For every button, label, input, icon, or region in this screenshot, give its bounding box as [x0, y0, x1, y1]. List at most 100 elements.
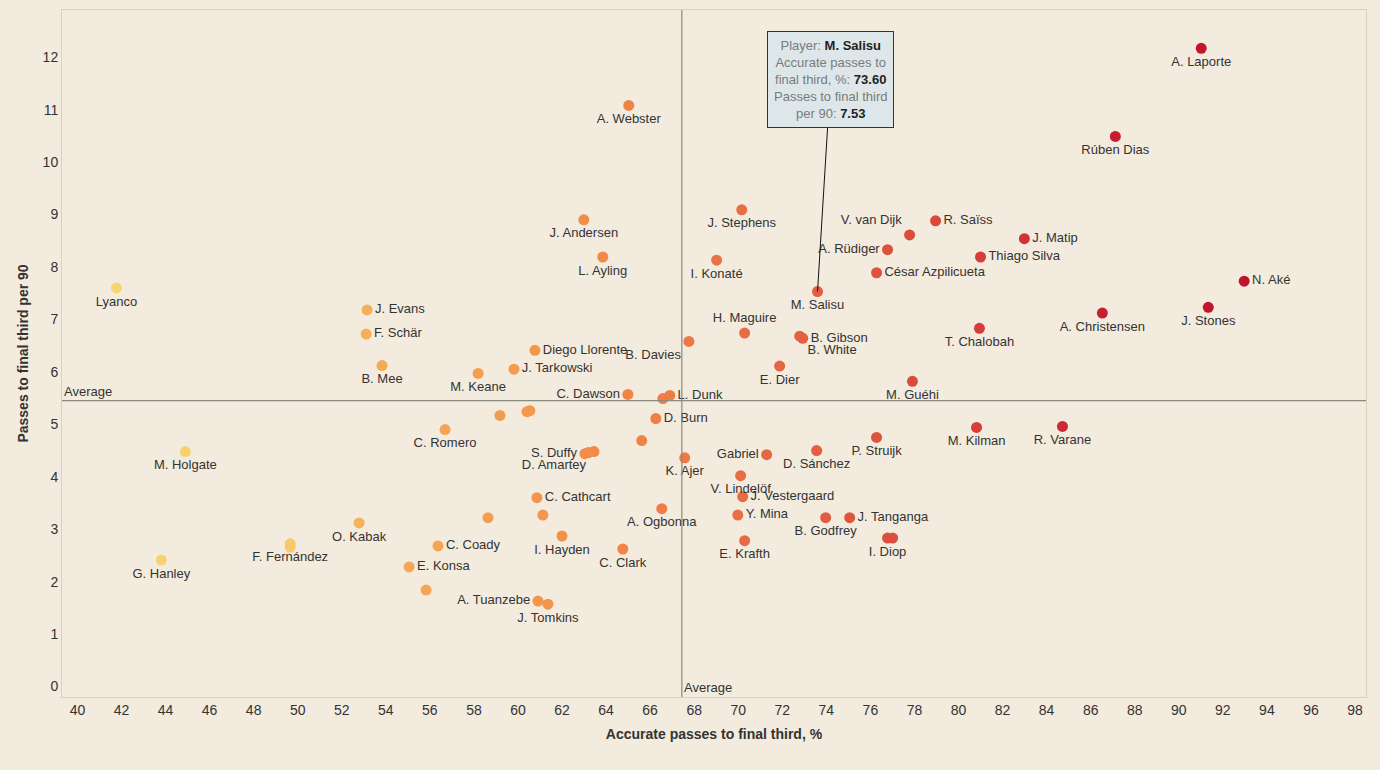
svg-text:88: 88	[1127, 702, 1143, 718]
svg-text:P. Struijk: P. Struijk	[851, 443, 902, 458]
svg-text:7: 7	[50, 311, 58, 327]
svg-text:B. White: B. White	[808, 342, 857, 357]
svg-text:R. Saïss: R. Saïss	[943, 212, 993, 227]
svg-text:J. Stones: J. Stones	[1181, 313, 1236, 328]
svg-text:C. Coady: C. Coady	[446, 537, 501, 552]
svg-text:6: 6	[50, 364, 58, 380]
svg-text:48: 48	[246, 702, 262, 718]
svg-text:3: 3	[50, 521, 58, 537]
svg-text:Player: M. SalisuAccurate pass: Player: M. SalisuAccurate passes tofinal…	[774, 38, 887, 121]
svg-text:J. Stephens: J. Stephens	[707, 215, 776, 230]
svg-text:J. Vestergaard: J. Vestergaard	[751, 488, 835, 503]
svg-text:86: 86	[1083, 702, 1099, 718]
svg-text:46: 46	[202, 702, 218, 718]
svg-text:92: 92	[1215, 702, 1231, 718]
svg-text:76: 76	[863, 702, 879, 718]
svg-text:J. Andersen: J. Andersen	[549, 225, 618, 240]
svg-text:V. van Dijk: V. van Dijk	[841, 212, 902, 227]
svg-text:82: 82	[995, 702, 1011, 718]
svg-text:M. Holgate: M. Holgate	[154, 457, 217, 472]
svg-text:Average: Average	[684, 680, 732, 695]
svg-text:Rúben Dias: Rúben Dias	[1081, 142, 1149, 157]
svg-text:J. Tanganga: J. Tanganga	[858, 509, 929, 524]
svg-text:V. Lindelöf: V. Lindelöf	[711, 481, 772, 496]
svg-text:8: 8	[50, 259, 58, 275]
svg-text:C. Cathcart: C. Cathcart	[545, 489, 611, 504]
svg-text:B. Mee: B. Mee	[361, 371, 402, 386]
svg-text:70: 70	[730, 702, 746, 718]
svg-text:César Azpilicueta: César Azpilicueta	[884, 264, 985, 279]
svg-text:J. Evans: J. Evans	[375, 301, 425, 316]
svg-text:12: 12	[43, 49, 59, 65]
svg-text:9: 9	[50, 206, 58, 222]
svg-text:84: 84	[1039, 702, 1055, 718]
svg-text:I. Konaté: I. Konaté	[691, 266, 743, 281]
svg-text:42: 42	[114, 702, 130, 718]
svg-text:Y. Mina: Y. Mina	[746, 506, 789, 521]
svg-text:1: 1	[50, 626, 58, 642]
svg-text:90: 90	[1171, 702, 1187, 718]
svg-text:F. Schär: F. Schär	[374, 325, 422, 340]
svg-text:J. Tarkowski: J. Tarkowski	[522, 360, 593, 375]
svg-text:B. Gibson: B. Gibson	[811, 330, 868, 345]
svg-text:68: 68	[686, 702, 702, 718]
svg-text:R. Varane: R. Varane	[1034, 432, 1092, 447]
svg-text:J. Tomkins: J. Tomkins	[517, 610, 579, 625]
svg-text:O. Kabak: O. Kabak	[332, 529, 387, 544]
svg-text:A. Webster: A. Webster	[597, 111, 662, 126]
svg-text:E. Dier: E. Dier	[760, 372, 800, 387]
svg-text:I. Diop: I. Diop	[869, 544, 907, 559]
svg-text:M. Keane: M. Keane	[450, 379, 506, 394]
svg-text:Thiago Silva: Thiago Silva	[988, 248, 1060, 263]
svg-text:2: 2	[50, 574, 58, 590]
svg-text:B. Davies: B. Davies	[625, 347, 681, 362]
svg-text:G. Hanley: G. Hanley	[132, 566, 190, 581]
svg-text:60: 60	[510, 702, 526, 718]
svg-text:10: 10	[43, 154, 59, 170]
svg-text:S. Duffy: S. Duffy	[531, 445, 578, 460]
svg-text:98: 98	[1347, 702, 1363, 718]
svg-text:H. Maguire: H. Maguire	[713, 310, 777, 325]
svg-text:A. Christensen: A. Christensen	[1060, 319, 1145, 334]
svg-text:44: 44	[158, 702, 174, 718]
svg-text:D. Sánchez: D. Sánchez	[783, 456, 850, 471]
svg-text:J. Matip: J. Matip	[1032, 230, 1078, 245]
svg-text:C. Romero: C. Romero	[414, 435, 477, 450]
svg-text:Accurate passes to final third: Accurate passes to final third, %	[606, 726, 823, 742]
svg-text:A. Rüdiger: A. Rüdiger	[818, 241, 880, 256]
svg-text:L. Dunk: L. Dunk	[678, 387, 723, 402]
svg-text:66: 66	[642, 702, 658, 718]
svg-text:96: 96	[1303, 702, 1319, 718]
svg-text:64: 64	[598, 702, 614, 718]
svg-text:52: 52	[334, 702, 350, 718]
svg-text:D. Burn: D. Burn	[664, 410, 708, 425]
svg-text:C. Clark: C. Clark	[599, 555, 646, 570]
svg-text:M. Guéhi: M. Guéhi	[886, 387, 939, 402]
svg-text:T. Chalobah: T. Chalobah	[945, 334, 1014, 349]
svg-text:11: 11	[44, 102, 59, 118]
svg-text:94: 94	[1259, 702, 1275, 718]
svg-text:0: 0	[50, 678, 58, 694]
svg-text:M. Kilman: M. Kilman	[948, 433, 1006, 448]
svg-text:4: 4	[50, 469, 58, 485]
svg-text:80: 80	[951, 702, 967, 718]
svg-text:E. Konsa: E. Konsa	[417, 558, 471, 573]
svg-text:54: 54	[378, 702, 394, 718]
svg-text:58: 58	[466, 702, 482, 718]
svg-text:K. Ajer: K. Ajer	[666, 463, 705, 478]
svg-text:56: 56	[422, 702, 438, 718]
svg-text:74: 74	[819, 702, 835, 718]
svg-text:72: 72	[774, 702, 790, 718]
svg-text:Diego Llorente: Diego Llorente	[543, 342, 628, 357]
svg-text:Lyanco: Lyanco	[96, 294, 137, 309]
svg-text:A. Laporte: A. Laporte	[1171, 54, 1231, 69]
svg-text:I. Hayden: I. Hayden	[534, 542, 590, 557]
svg-text:Gabriel: Gabriel	[717, 446, 759, 461]
svg-text:62: 62	[554, 702, 570, 718]
svg-text:E. Krafth: E. Krafth	[719, 546, 770, 561]
svg-text:M. Salisu: M. Salisu	[791, 297, 844, 312]
svg-text:50: 50	[290, 702, 306, 718]
svg-text:5: 5	[50, 416, 58, 432]
svg-text:B. Godfrey: B. Godfrey	[795, 523, 858, 538]
svg-text:40: 40	[70, 702, 86, 718]
